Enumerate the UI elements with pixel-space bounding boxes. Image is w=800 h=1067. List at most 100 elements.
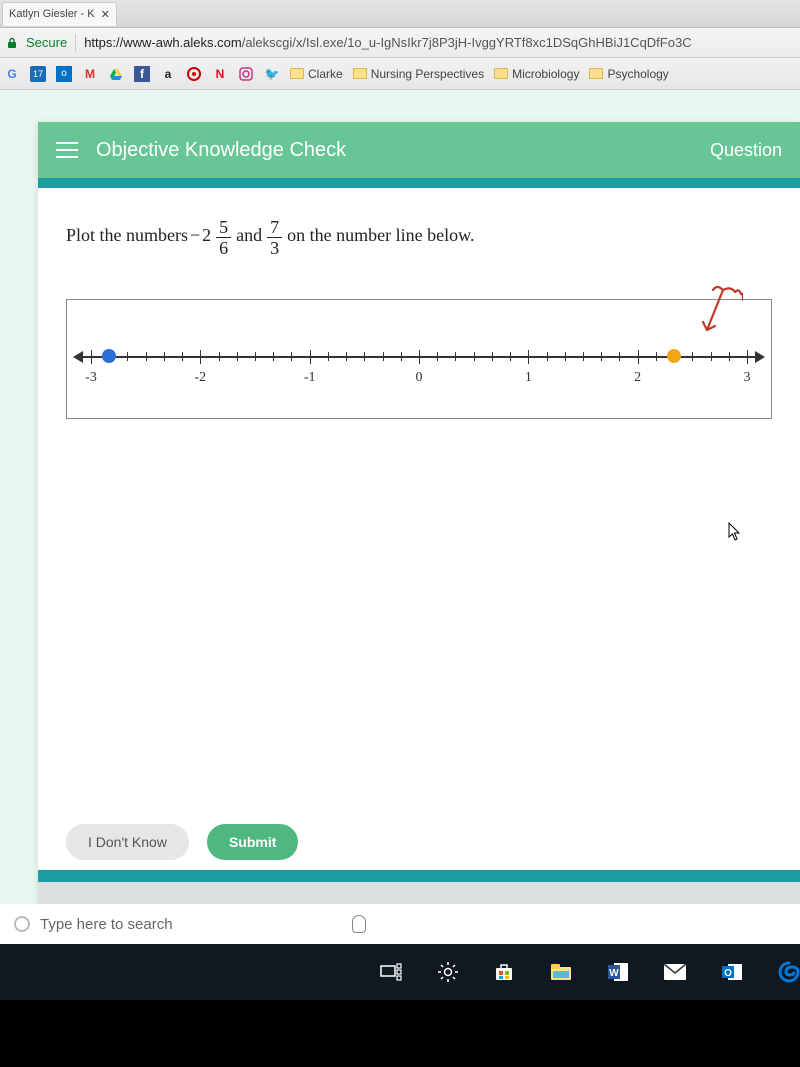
minor-tick (455, 352, 456, 361)
word-icon[interactable]: W (606, 960, 629, 984)
major-tick (91, 350, 92, 364)
minor-tick (146, 352, 147, 361)
taskbar: W O (0, 944, 800, 1000)
url-text[interactable]: https://www-awh.aleks.com/alekscgi/x/Isl… (84, 35, 691, 50)
denominator: 3 (267, 238, 282, 257)
tick-label: 3 (744, 370, 751, 386)
folder-icon (589, 68, 603, 79)
settings-icon[interactable] (437, 960, 460, 984)
bookmarks-bar: G 17 o M f a N 🐦 Clarke Nursing Perspect… (0, 58, 800, 90)
folder-icon (290, 68, 304, 79)
page-wrap: Objective Knowledge Check Question Plot … (38, 122, 800, 1000)
minor-tick (474, 352, 475, 361)
major-tick (638, 350, 639, 364)
minor-tick (401, 352, 402, 361)
plotted-point[interactable] (102, 349, 116, 363)
minor-tick (182, 352, 183, 361)
bookmark-microbiology[interactable]: Microbiology (494, 67, 579, 81)
hamburger-icon[interactable] (56, 142, 78, 158)
accent-strip (38, 178, 800, 188)
whole-part: 2 (202, 225, 211, 246)
minor-tick (547, 352, 548, 361)
minus-sign: − (190, 225, 200, 246)
windows-search[interactable]: Type here to search (0, 904, 380, 944)
major-tick (419, 350, 420, 364)
search-placeholder: Type here to search (40, 916, 173, 933)
outlook-icon[interactable]: o (56, 66, 72, 82)
tab-title: Katlyn Giesler - K (9, 8, 95, 20)
minor-tick (692, 352, 693, 361)
folder-icon (494, 68, 508, 79)
svg-text:W: W (609, 968, 619, 979)
task-view-icon[interactable] (380, 960, 403, 984)
minor-tick (364, 352, 365, 361)
fraction-1: 5 6 (216, 218, 231, 257)
minor-tick (583, 352, 584, 361)
prompt-and: and (236, 225, 262, 246)
page-content: Objective Knowledge Check Question Plot … (0, 90, 800, 1000)
i-dont-know-button[interactable]: I Don't Know (66, 824, 189, 860)
mail-icon[interactable] (663, 960, 687, 984)
browser-tab[interactable]: Katlyn Giesler - K ✕ (2, 2, 117, 26)
prompt-text: Plot the numbers (66, 225, 188, 246)
major-tick (310, 350, 311, 364)
tick-label: 2 (634, 370, 641, 386)
minor-tick (711, 352, 712, 361)
lock-icon (6, 37, 18, 49)
instagram-icon[interactable] (238, 66, 254, 82)
pointing-hand-icon (673, 282, 743, 352)
minor-tick (127, 352, 128, 361)
minor-tick (383, 352, 384, 361)
badge-icon[interactable]: 17 (30, 66, 46, 82)
prompt-text: on the number line below. (287, 225, 474, 246)
tick-label: -3 (85, 370, 97, 386)
amazon-icon[interactable]: a (160, 66, 176, 82)
submit-button[interactable]: Submit (207, 824, 298, 860)
minor-tick (437, 352, 438, 361)
address-bar: Secure https://www-awh.aleks.com/alekscg… (0, 28, 800, 58)
bookmark-psychology[interactable]: Psychology (589, 67, 668, 81)
minor-tick (255, 352, 256, 361)
minor-tick (656, 352, 657, 361)
tick-container: -3-2-10123 (91, 300, 747, 418)
store-icon[interactable] (493, 960, 516, 984)
minor-tick (237, 352, 238, 361)
major-tick (528, 350, 529, 364)
bookmark-nursing[interactable]: Nursing Perspectives (353, 67, 484, 81)
twitter-icon[interactable]: 🐦 (264, 66, 280, 82)
number-line[interactable]: -3-2-10123 (66, 299, 772, 419)
minor-tick (601, 352, 602, 361)
outlook-icon[interactable]: O (721, 960, 744, 984)
page-title: Objective Knowledge Check (96, 139, 692, 162)
footer-accent (38, 870, 800, 882)
question-area: Plot the numbers − 2 5 6 and 7 3 on the … (38, 188, 800, 419)
tick-label: -1 (304, 370, 316, 386)
bookmark-clarke[interactable]: Clarke (290, 67, 343, 81)
minor-tick (291, 352, 292, 361)
minor-tick (164, 352, 165, 361)
target-icon[interactable] (186, 66, 202, 82)
facebook-icon[interactable]: f (134, 66, 150, 82)
browser-tab-strip: Katlyn Giesler - K ✕ (0, 0, 800, 28)
cortana-icon (14, 916, 30, 932)
gmail-icon[interactable]: M (82, 66, 98, 82)
edge-icon[interactable] (777, 960, 800, 984)
question-label: Question (710, 140, 782, 161)
tick-label: 0 (416, 370, 423, 386)
minor-tick (729, 352, 730, 361)
numerator: 7 (267, 218, 282, 238)
footer-grey (38, 882, 800, 904)
screen: Katlyn Giesler - K ✕ Secure https://www-… (0, 0, 800, 1000)
question-prompt: Plot the numbers − 2 5 6 and 7 3 on the … (66, 216, 772, 255)
arrow-right-icon (755, 351, 765, 363)
microphone-icon[interactable] (352, 915, 366, 933)
minor-tick (219, 352, 220, 361)
netflix-icon[interactable]: N (212, 66, 228, 82)
fraction-2: 7 3 (267, 218, 282, 257)
google-icon[interactable]: G (4, 66, 20, 82)
drive-icon[interactable] (108, 66, 124, 82)
minor-tick (346, 352, 347, 361)
file-explorer-icon[interactable] (550, 960, 573, 984)
minor-tick (273, 352, 274, 361)
close-icon[interactable]: ✕ (101, 8, 110, 21)
